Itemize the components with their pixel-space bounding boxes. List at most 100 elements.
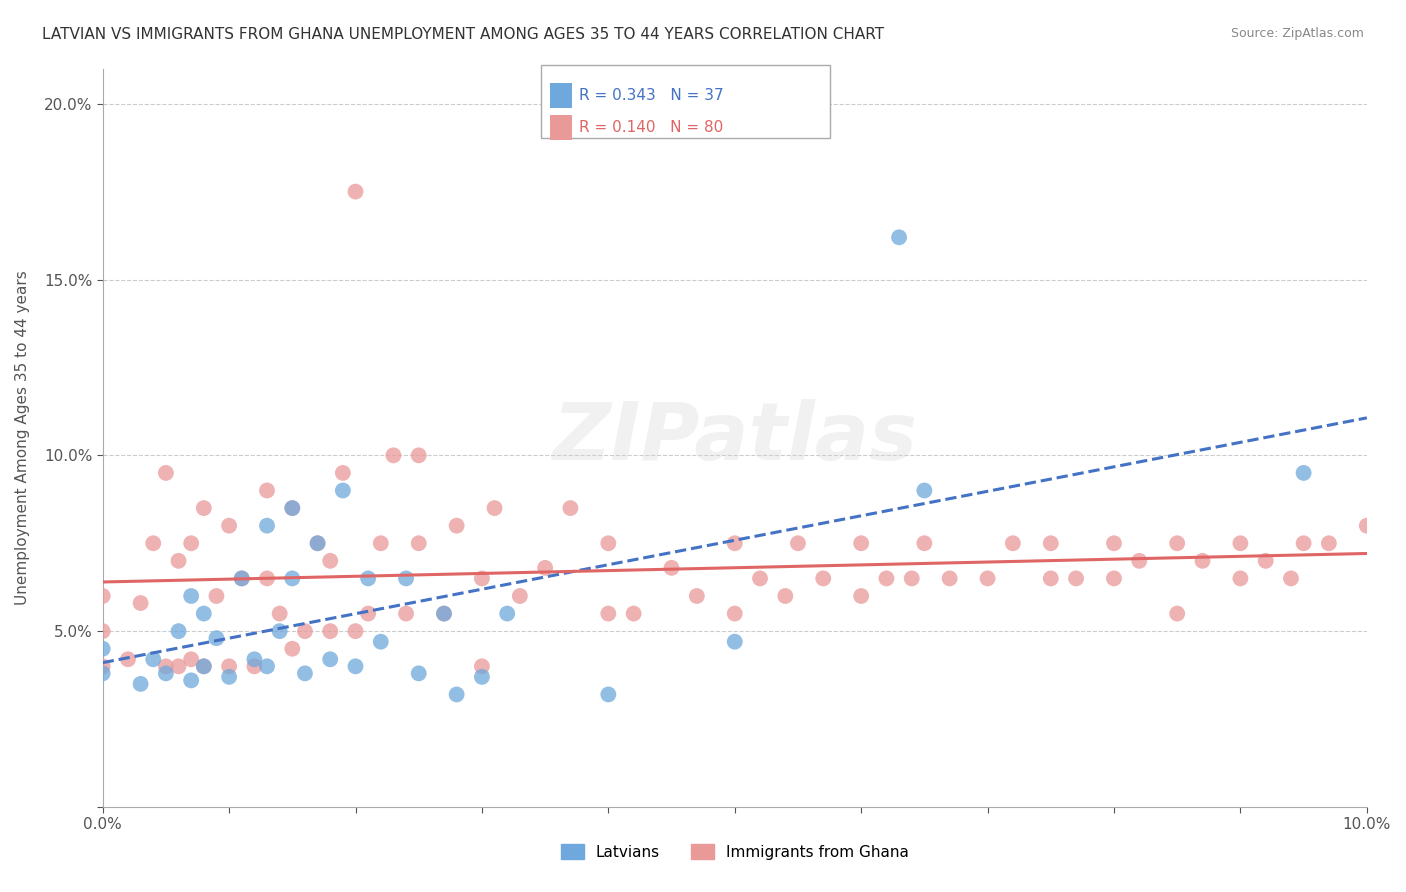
Immigrants from Ghana xyxy=(1128,554,1150,568)
Immigrants from Ghana xyxy=(598,607,620,621)
Immigrants from Ghana xyxy=(205,589,228,603)
Immigrants from Ghana xyxy=(1166,607,1188,621)
Immigrants from Ghana xyxy=(1039,571,1062,585)
Latvians xyxy=(155,666,177,681)
Immigrants from Ghana xyxy=(1064,571,1087,585)
Immigrants from Ghana xyxy=(142,536,165,550)
Immigrants from Ghana xyxy=(243,659,266,673)
Immigrants from Ghana xyxy=(281,641,304,656)
Text: ZIPatlas: ZIPatlas xyxy=(553,399,917,476)
Immigrants from Ghana xyxy=(900,571,922,585)
Latvians xyxy=(281,501,304,516)
Immigrants from Ghana xyxy=(1254,554,1277,568)
Immigrants from Ghana xyxy=(218,659,240,673)
Immigrants from Ghana xyxy=(167,659,190,673)
Latvians xyxy=(129,677,152,691)
Immigrants from Ghana xyxy=(912,536,935,550)
Immigrants from Ghana xyxy=(1039,536,1062,550)
Immigrants from Ghana xyxy=(787,536,810,550)
Immigrants from Ghana xyxy=(1317,536,1340,550)
Latvians xyxy=(91,666,114,681)
Immigrants from Ghana xyxy=(849,589,872,603)
Latvians xyxy=(256,518,278,533)
Text: R = 0.343   N = 37: R = 0.343 N = 37 xyxy=(579,88,724,103)
Immigrants from Ghana xyxy=(91,589,114,603)
Latvians xyxy=(269,624,291,639)
Latvians xyxy=(167,624,190,639)
Immigrants from Ghana xyxy=(1001,536,1024,550)
Immigrants from Ghana xyxy=(408,536,430,550)
Latvians xyxy=(243,652,266,666)
Latvians xyxy=(205,631,228,645)
Immigrants from Ghana xyxy=(193,659,215,673)
Latvians xyxy=(395,571,418,585)
Latvians xyxy=(231,571,253,585)
Immigrants from Ghana xyxy=(1292,536,1315,550)
Latvians xyxy=(218,670,240,684)
Immigrants from Ghana xyxy=(319,624,342,639)
Immigrants from Ghana xyxy=(623,607,645,621)
Immigrants from Ghana xyxy=(193,501,215,516)
Immigrants from Ghana xyxy=(775,589,797,603)
Immigrants from Ghana xyxy=(598,536,620,550)
Latvians xyxy=(471,670,494,684)
Latvians xyxy=(180,589,202,603)
Immigrants from Ghana xyxy=(1229,536,1251,550)
Text: LATVIAN VS IMMIGRANTS FROM GHANA UNEMPLOYMENT AMONG AGES 35 TO 44 YEARS CORRELAT: LATVIAN VS IMMIGRANTS FROM GHANA UNEMPLO… xyxy=(42,27,884,42)
Immigrants from Ghana xyxy=(357,607,380,621)
Immigrants from Ghana xyxy=(484,501,506,516)
Immigrants from Ghana xyxy=(117,652,139,666)
Latvians xyxy=(307,536,329,550)
Immigrants from Ghana xyxy=(332,466,354,480)
Latvians xyxy=(281,571,304,585)
Latvians xyxy=(912,483,935,498)
Latvians xyxy=(887,230,910,244)
Immigrants from Ghana xyxy=(180,536,202,550)
Latvians xyxy=(256,659,278,673)
Immigrants from Ghana xyxy=(509,589,531,603)
Immigrants from Ghana xyxy=(849,536,872,550)
Latvians xyxy=(1292,466,1315,480)
Immigrants from Ghana xyxy=(91,659,114,673)
Immigrants from Ghana xyxy=(129,596,152,610)
Immigrants from Ghana xyxy=(433,607,456,621)
Immigrants from Ghana xyxy=(938,571,960,585)
Immigrants from Ghana xyxy=(344,624,367,639)
Immigrants from Ghana xyxy=(294,624,316,639)
Immigrants from Ghana xyxy=(1279,571,1302,585)
Immigrants from Ghana xyxy=(560,501,582,516)
Immigrants from Ghana xyxy=(167,554,190,568)
Latvians xyxy=(433,607,456,621)
Immigrants from Ghana xyxy=(231,571,253,585)
Latvians xyxy=(319,652,342,666)
Immigrants from Ghana xyxy=(155,466,177,480)
Immigrants from Ghana xyxy=(91,624,114,639)
Immigrants from Ghana xyxy=(534,561,557,575)
Immigrants from Ghana xyxy=(1229,571,1251,585)
Immigrants from Ghana xyxy=(180,652,202,666)
Immigrants from Ghana xyxy=(281,501,304,516)
Latvians xyxy=(446,688,468,702)
Latvians xyxy=(332,483,354,498)
Immigrants from Ghana xyxy=(382,448,405,462)
Immigrants from Ghana xyxy=(256,483,278,498)
Text: Source: ZipAtlas.com: Source: ZipAtlas.com xyxy=(1230,27,1364,40)
Latvians xyxy=(142,652,165,666)
Latvians xyxy=(357,571,380,585)
Latvians xyxy=(370,634,392,648)
Immigrants from Ghana xyxy=(686,589,709,603)
Legend: Latvians, Immigrants from Ghana: Latvians, Immigrants from Ghana xyxy=(555,838,915,866)
Immigrants from Ghana xyxy=(446,518,468,533)
Immigrants from Ghana xyxy=(724,536,747,550)
Immigrants from Ghana xyxy=(749,571,772,585)
Immigrants from Ghana xyxy=(1166,536,1188,550)
Immigrants from Ghana xyxy=(370,536,392,550)
Y-axis label: Unemployment Among Ages 35 to 44 years: Unemployment Among Ages 35 to 44 years xyxy=(15,270,30,605)
Immigrants from Ghana xyxy=(1102,571,1125,585)
Immigrants from Ghana xyxy=(256,571,278,585)
Immigrants from Ghana xyxy=(319,554,342,568)
Immigrants from Ghana xyxy=(813,571,835,585)
Immigrants from Ghana xyxy=(1102,536,1125,550)
Latvians xyxy=(496,607,519,621)
Immigrants from Ghana xyxy=(875,571,897,585)
